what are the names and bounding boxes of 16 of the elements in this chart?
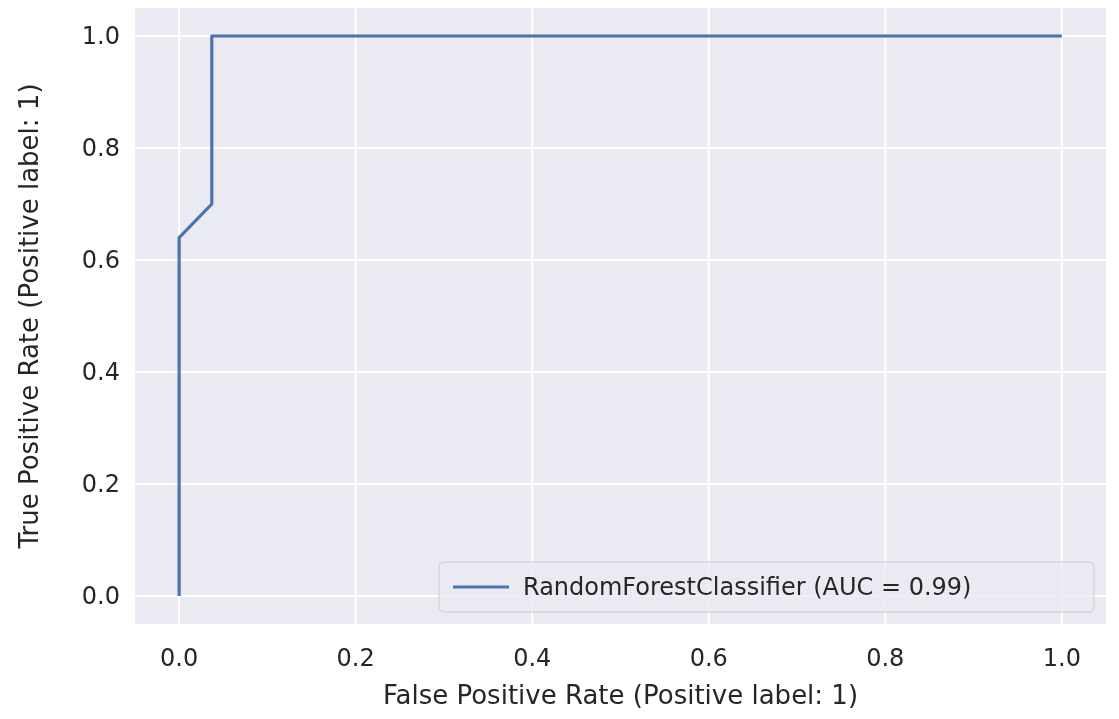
y-tick-label: 0.0 — [81, 582, 120, 611]
x-axis-title: False Positive Rate (Positive label: 1) — [382, 680, 859, 710]
line-series — [177, 34, 1064, 598]
y-tick-label: 0.2 — [81, 470, 120, 499]
y-tick-label: 0.4 — [81, 358, 120, 387]
x-tick-label: 0.2 — [336, 644, 375, 672]
y-axis-title: True Positive Rate (Positive label: 1) — [14, 83, 44, 550]
x-tick-label: 1.0 — [1042, 644, 1081, 672]
x-tick-label: 0.4 — [513, 644, 552, 672]
y-tick-label: 1.0 — [81, 22, 120, 51]
legend-label: RandomForestClassifier (AUC = 0.99) — [523, 573, 972, 602]
x-tick-label: 0.0 — [160, 644, 199, 672]
y-tick-label: 0.6 — [81, 246, 120, 275]
x-tick-label: 0.6 — [689, 644, 728, 672]
y-tick-label: 0.8 — [81, 134, 120, 163]
x-tick-label: 0.8 — [866, 644, 905, 672]
